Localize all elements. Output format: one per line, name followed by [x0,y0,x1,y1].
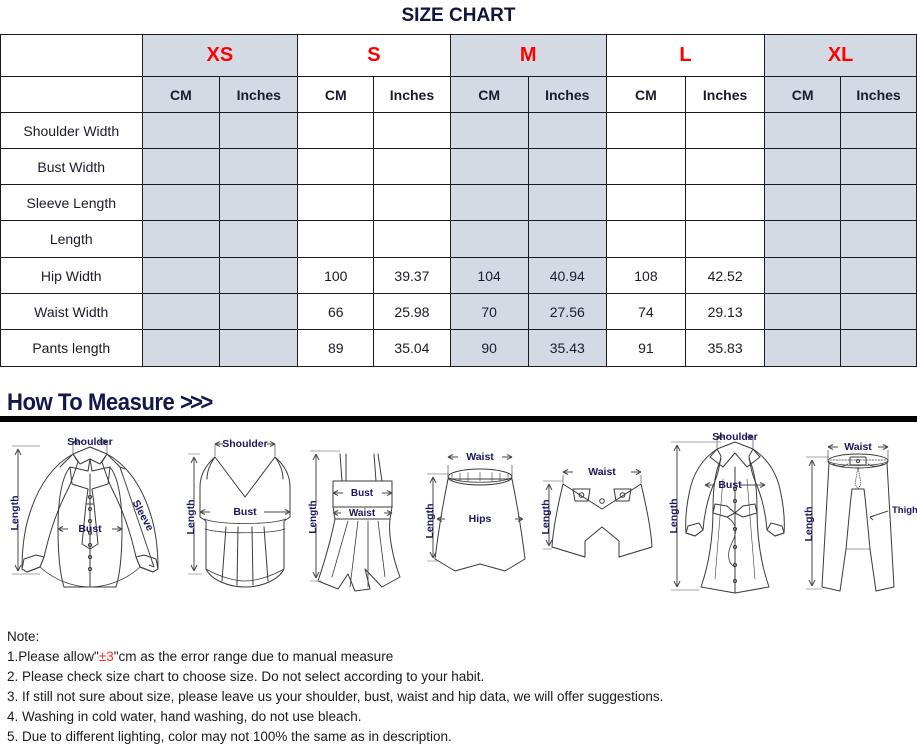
svg-text:Bust: Bust [718,479,742,491]
svg-text:Shoulder: Shoulder [712,431,758,443]
svg-text:Shoulder: Shoulder [67,436,113,448]
svg-text:Length: Length [540,500,552,535]
svg-text:Length: Length [668,499,680,534]
svg-text:Length: Length [9,496,21,531]
svg-text:Waist: Waist [466,451,494,463]
svg-text:Length: Length [425,504,436,539]
svg-text:Shoulder: Shoulder [222,438,268,450]
svg-text:Waist: Waist [588,466,616,478]
svg-text:Bust: Bust [351,488,374,499]
svg-text:Length: Length [803,507,815,542]
svg-text:Hips: Hips [469,513,492,525]
svg-text:Waist: Waist [844,441,872,453]
svg-text:Length: Length [308,500,319,533]
svg-text:Bust: Bust [78,523,102,535]
svg-text:Thigh: Thigh [892,505,917,516]
svg-text:Waist: Waist [349,508,376,519]
svg-text:Length: Length [185,500,197,535]
svg-text:Bust: Bust [233,506,257,518]
svg-text:Sleeve: Sleeve [130,498,156,533]
